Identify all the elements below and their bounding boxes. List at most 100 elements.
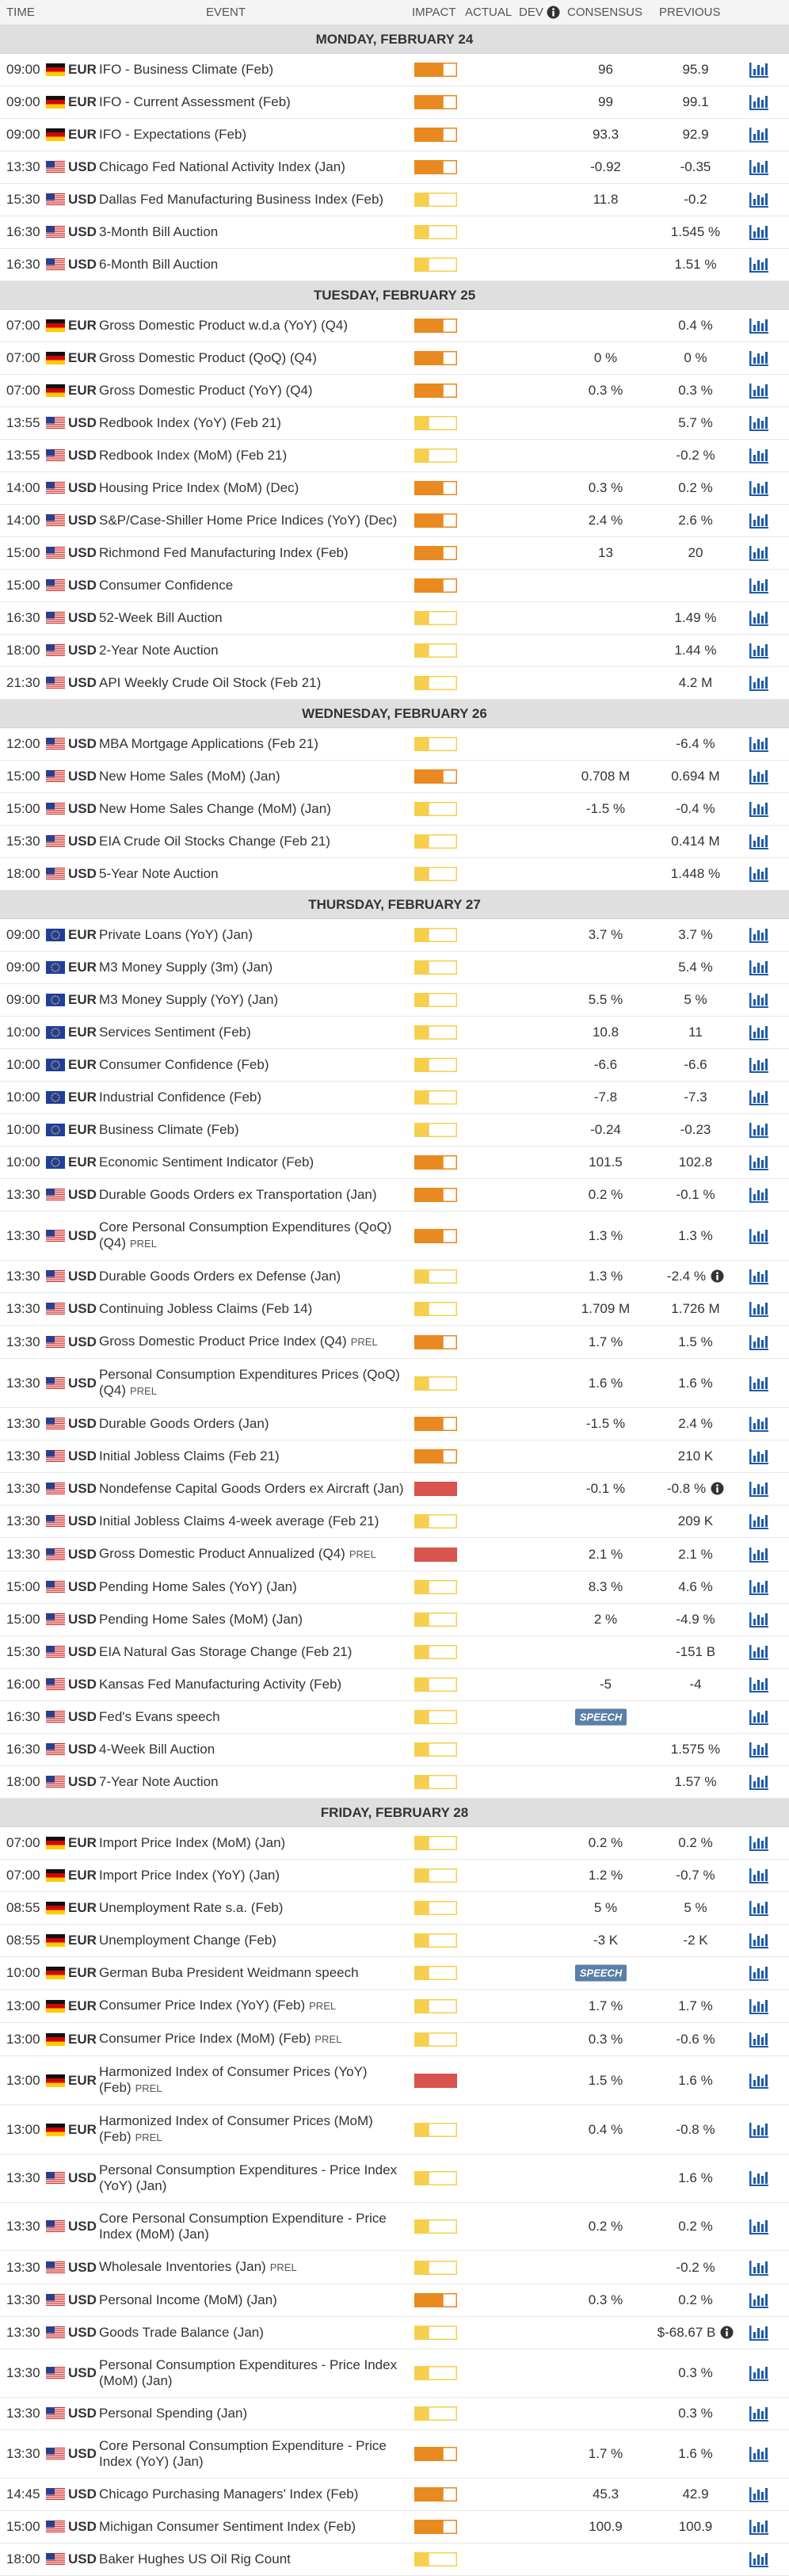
chart-button[interactable] xyxy=(748,2071,770,2090)
chart-button[interactable] xyxy=(748,1931,770,1950)
chart-button[interactable] xyxy=(748,1088,770,1107)
event-name: Gross Domestic Product Annualized (Q4) PR… xyxy=(99,1538,412,1570)
chart-button[interactable] xyxy=(748,735,770,754)
chart-button[interactable] xyxy=(748,1866,770,1885)
chart-button[interactable] xyxy=(748,767,770,786)
chart-button[interactable] xyxy=(748,1479,770,1498)
event-row: 13:30 USD Nondefense Capital Goods Orders … xyxy=(0,1473,789,1506)
impact-bar xyxy=(414,546,457,560)
chart-button[interactable] xyxy=(748,609,770,628)
chart-button[interactable] xyxy=(748,1227,770,1246)
consensus-value: 3.7 % xyxy=(588,927,623,942)
chart-button[interactable] xyxy=(748,190,770,209)
chart-button[interactable] xyxy=(748,864,770,883)
chart-button[interactable] xyxy=(748,832,770,851)
chart-button[interactable] xyxy=(748,1153,770,1172)
chart-button[interactable] xyxy=(748,1512,770,1531)
chart-button[interactable] xyxy=(748,958,770,977)
chart-button[interactable] xyxy=(748,511,770,530)
previous-value: 1.575 % xyxy=(670,1742,721,1757)
currency: EUR xyxy=(68,1154,97,1170)
chart-button[interactable] xyxy=(748,576,770,595)
chart-button[interactable] xyxy=(748,1055,770,1074)
chart-button[interactable] xyxy=(748,925,770,945)
chart-button[interactable] xyxy=(748,2258,770,2277)
chart-button[interactable] xyxy=(748,381,770,400)
chart-button[interactable] xyxy=(748,316,770,335)
previous-value: 0.3 % xyxy=(678,383,713,398)
currency: USD xyxy=(68,192,97,207)
flag xyxy=(46,1646,65,1658)
chart-button[interactable] xyxy=(748,1120,770,1139)
consensus-value: 10.8 xyxy=(592,1025,619,1040)
event-name: Economic Sentiment Indicator (Feb) xyxy=(99,1147,412,1178)
chart-button[interactable] xyxy=(748,1267,770,1286)
chart-button[interactable] xyxy=(748,1578,770,1597)
chart-button[interactable] xyxy=(748,255,770,274)
currency: EUR xyxy=(68,2031,97,2047)
previous: 2.1 % xyxy=(648,1547,743,1563)
chart-button[interactable] xyxy=(748,1675,770,1694)
chart-button[interactable] xyxy=(748,349,770,368)
flag xyxy=(46,63,65,76)
chart-button[interactable] xyxy=(748,446,770,465)
event-name: Chicago Fed National Activity Index (Jan… xyxy=(99,151,412,183)
chart-button[interactable] xyxy=(748,2517,770,2536)
chart-button[interactable] xyxy=(748,2169,770,2188)
chart-button[interactable] xyxy=(748,1740,770,1759)
chart-button[interactable] xyxy=(748,2364,770,2383)
chart-button[interactable] xyxy=(748,544,770,563)
chart-button[interactable] xyxy=(748,990,770,1009)
flag xyxy=(46,1548,65,1561)
event-title: Harmonized Index of Consumer Prices (MoM… xyxy=(99,2113,373,2144)
chart-button[interactable] xyxy=(748,1299,770,1319)
event-name: Durable Goods Orders ex Transportation (… xyxy=(99,1179,412,1211)
event-title: Initial Jobless Claims (Feb 21) xyxy=(99,1448,280,1464)
flag xyxy=(46,2294,65,2307)
chart-button[interactable] xyxy=(748,1333,770,1352)
currency: USD xyxy=(68,2170,97,2185)
chart-button[interactable] xyxy=(748,641,770,660)
chart-button[interactable] xyxy=(748,1414,770,1433)
chart-button[interactable] xyxy=(748,1447,770,1466)
chart-button[interactable] xyxy=(748,2030,770,2049)
chart-button[interactable] xyxy=(748,93,770,112)
chart-button[interactable] xyxy=(748,2323,770,2342)
event-row: 13:30 USD Personal Consumption Expenditure… xyxy=(0,2154,789,2203)
previous-value: 3.7 % xyxy=(678,927,713,942)
chart-button[interactable] xyxy=(748,2550,770,2569)
impact-bar xyxy=(414,1334,457,1349)
currency: USD xyxy=(68,2446,97,2461)
chart-button[interactable] xyxy=(748,800,770,819)
chart-button[interactable] xyxy=(748,2485,770,2504)
chart-button[interactable] xyxy=(748,1545,770,1564)
chart-button[interactable] xyxy=(748,1997,770,2016)
chart-button[interactable] xyxy=(748,2120,770,2139)
chart-button[interactable] xyxy=(748,1374,770,1393)
chart-button[interactable] xyxy=(748,158,770,177)
chart-button[interactable] xyxy=(748,125,770,144)
chart-button[interactable] xyxy=(748,1023,770,1042)
currency: USD xyxy=(68,2365,97,2380)
chart-button[interactable] xyxy=(748,2444,770,2463)
chart-button[interactable] xyxy=(748,2404,770,2423)
chart-button[interactable] xyxy=(748,2291,770,2310)
chart-button[interactable] xyxy=(748,1185,770,1204)
chart-button[interactable] xyxy=(748,1708,770,1727)
chart-button[interactable] xyxy=(748,223,770,242)
chart-button[interactable] xyxy=(748,674,770,693)
consensus-value: -5 xyxy=(599,1677,612,1692)
chart-button[interactable] xyxy=(748,1899,770,1918)
chart-button[interactable] xyxy=(748,1963,770,1983)
chart-button[interactable] xyxy=(748,1610,770,1629)
event-title: Wholesale Inventories (Jan) xyxy=(99,2259,266,2274)
chart-button[interactable] xyxy=(748,1773,770,1792)
chart-button[interactable] xyxy=(748,2217,770,2236)
event-time: 14:45 xyxy=(6,2486,40,2502)
chart-button[interactable] xyxy=(748,479,770,498)
chart-button[interactable] xyxy=(748,60,770,79)
chart-button[interactable] xyxy=(748,1834,770,1853)
chart-button[interactable] xyxy=(748,414,770,433)
chart-button[interactable] xyxy=(748,1643,770,1662)
consensus: 0 % xyxy=(564,350,647,366)
